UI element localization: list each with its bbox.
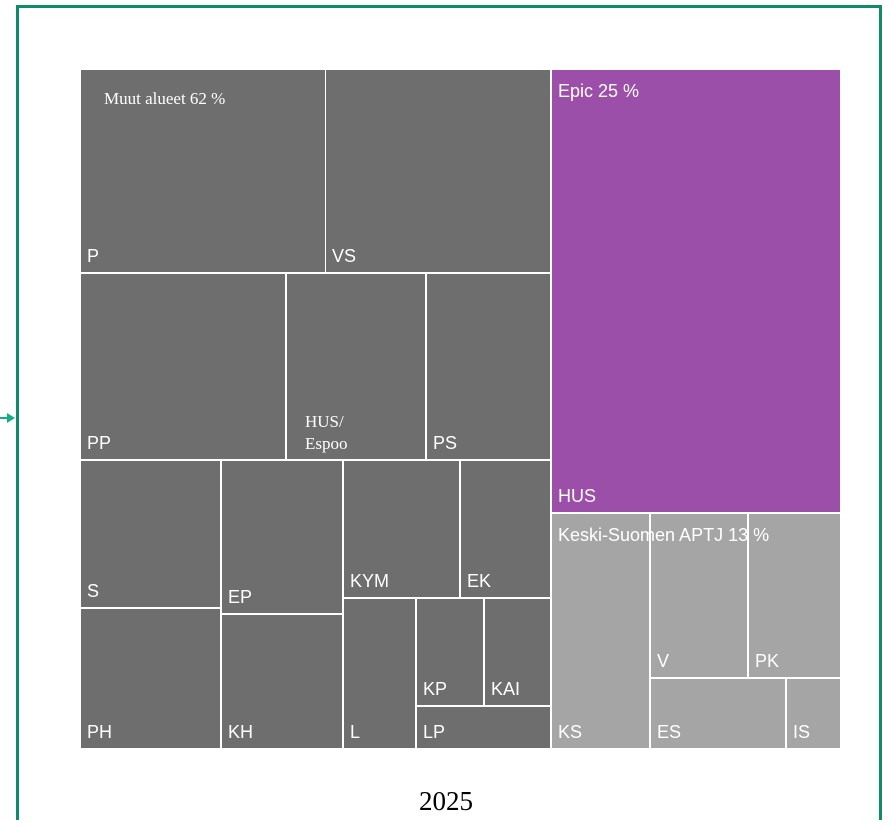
tile-label-kh: KH — [228, 722, 253, 742]
tile-label-kp: KP — [423, 679, 447, 699]
tile-kym — [344, 461, 459, 597]
tile-pp — [81, 274, 285, 459]
tile-is — [787, 679, 840, 748]
tile-es — [651, 679, 785, 748]
figure-frame — [16, 5, 882, 820]
tile-p — [81, 70, 325, 272]
tile-label-hus: HUS — [558, 486, 596, 506]
tile-ps — [427, 274, 550, 459]
arrow-icon — [0, 413, 15, 423]
tile-kh — [222, 615, 342, 748]
tile-label-kym: KYM — [350, 571, 389, 591]
tile-lp — [417, 707, 550, 748]
tile-s — [81, 461, 220, 607]
tile-label-hus-espoo: HUS/Espoo — [305, 412, 348, 453]
tile-ep — [222, 461, 342, 613]
chart-caption: 2025 — [419, 786, 473, 816]
tile-label-lp: LP — [423, 722, 445, 742]
tile-label-ps: PS — [433, 433, 457, 453]
tile-label-v: V — [657, 651, 669, 671]
tile-label-ep: EP — [228, 587, 252, 607]
tile-label-l: L — [350, 722, 360, 742]
tile-label-vs: VS — [332, 246, 356, 266]
tile-label-p: P — [87, 246, 99, 266]
tile-label-ks: KS — [558, 722, 582, 742]
tile-l — [344, 599, 415, 748]
group-label-epic-25: Epic 25 % — [558, 81, 639, 101]
tile-label-kai: KAI — [491, 679, 520, 699]
tile-label-is: IS — [793, 722, 810, 742]
tile-vs — [326, 70, 550, 272]
tile-label-ek: EK — [467, 571, 491, 591]
tile-label-pk: PK — [755, 651, 779, 671]
tile-ks — [552, 514, 649, 748]
tile-label-ph: PH — [87, 722, 112, 742]
group-label-keski-suomen-aptj-13: Keski-Suomen APTJ 13 % — [558, 525, 769, 545]
tile-hus — [552, 70, 840, 512]
tile-pk — [749, 514, 840, 677]
tile-label-pp: PP — [87, 433, 111, 453]
tile-kp — [417, 599, 483, 705]
tile-ph — [81, 609, 220, 748]
tile-kai — [485, 599, 550, 705]
tile-label-es: ES — [657, 722, 681, 742]
tile-v — [651, 514, 747, 677]
tile-hus-espoo — [287, 274, 425, 459]
tile-label-s: S — [87, 581, 99, 601]
group-label-muut-alueet-62: Muut alueet 62 % — [104, 89, 225, 108]
tile-ek — [461, 461, 550, 597]
